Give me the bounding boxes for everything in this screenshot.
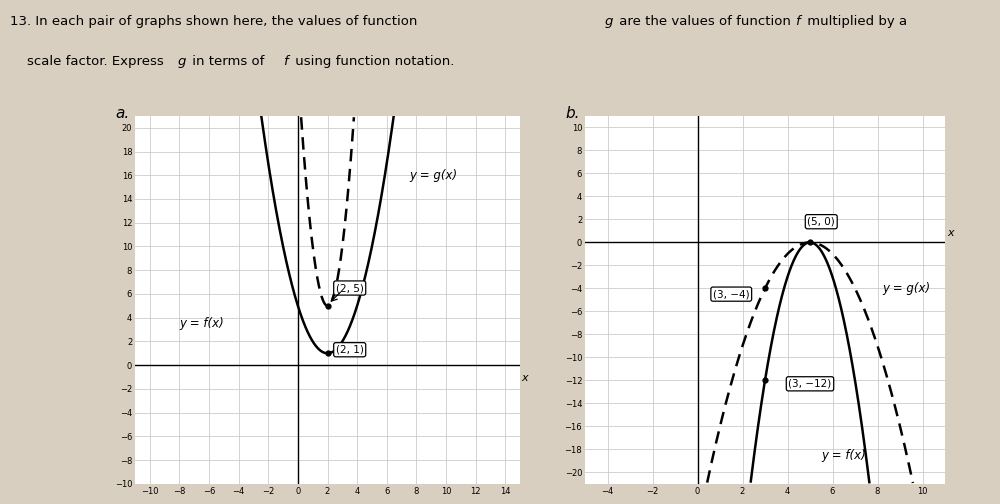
Text: using function notation.: using function notation. (291, 55, 454, 69)
Text: y = f(x): y = f(x) (821, 449, 866, 462)
Text: (3, −12): (3, −12) (788, 379, 832, 389)
Text: b.: b. (565, 106, 580, 121)
Text: g: g (605, 15, 613, 28)
Text: (5, 0): (5, 0) (807, 217, 835, 227)
Text: (3, −4): (3, −4) (713, 289, 750, 299)
Text: are the values of function: are the values of function (615, 15, 795, 28)
Text: a.: a. (115, 106, 129, 121)
Text: y = g(x): y = g(x) (409, 169, 457, 182)
Text: g: g (178, 55, 186, 69)
Text: y = g(x): y = g(x) (882, 282, 930, 295)
Text: f: f (283, 55, 288, 69)
Text: 13. In each pair of graphs shown here, the values of function: 13. In each pair of graphs shown here, t… (10, 15, 422, 28)
Text: f: f (795, 15, 800, 28)
Text: x: x (947, 228, 954, 238)
Text: scale factor. Express: scale factor. Express (10, 55, 168, 69)
Text: x: x (521, 373, 528, 384)
Text: multiplied by a: multiplied by a (803, 15, 907, 28)
Text: (2, 1): (2, 1) (336, 345, 364, 355)
Text: in terms of: in terms of (188, 55, 269, 69)
Text: y = f(x): y = f(x) (179, 317, 224, 330)
Text: (2, 5): (2, 5) (336, 283, 364, 293)
